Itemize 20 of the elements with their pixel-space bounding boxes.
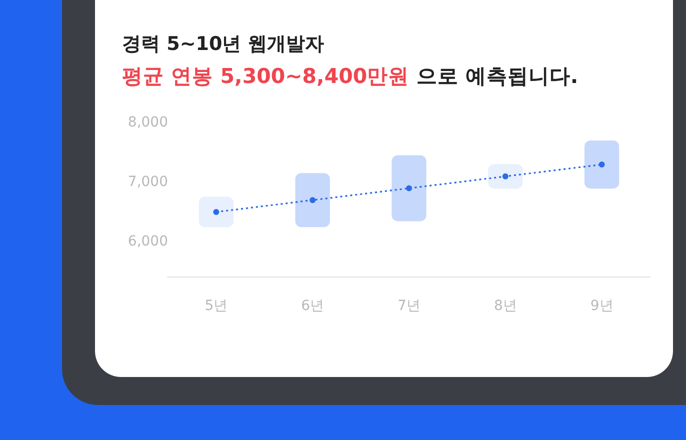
y-tick-label: 7,000: [128, 174, 168, 190]
point: [598, 162, 605, 168]
bar: [295, 173, 330, 228]
bar: [488, 164, 523, 189]
point: [310, 197, 316, 204]
x-tick-label: 5년: [204, 298, 228, 314]
x-tick-label: 7년: [398, 298, 420, 314]
x-tick-label: 8년: [494, 298, 517, 314]
x-tick-label: 6년: [301, 298, 324, 314]
bar: [198, 196, 234, 228]
bar: [392, 155, 426, 222]
y-tick-label: 8,000: [128, 114, 168, 131]
point: [406, 185, 412, 192]
x-tick-label: 9년: [590, 298, 614, 314]
chart-subtitle: 평균 연봉 5,300~8,400만원 으로 예측됩니다.: [122, 64, 578, 88]
bar: [584, 140, 620, 189]
y-tick-label: 6,000: [128, 233, 168, 250]
point: [213, 208, 220, 215]
chart-title: 경력 5~10년 웹개발자: [122, 32, 324, 57]
point: [502, 173, 508, 180]
